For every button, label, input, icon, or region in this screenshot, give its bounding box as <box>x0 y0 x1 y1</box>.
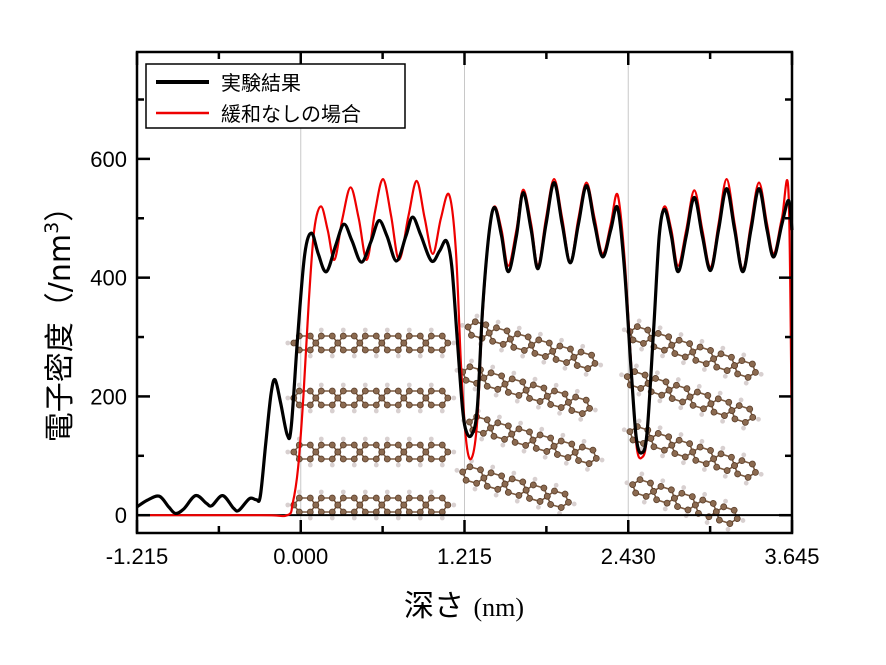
x-axis-title: 深さ (nm) <box>404 589 524 624</box>
molecule-layer <box>454 458 577 516</box>
molecule-layer <box>621 418 764 486</box>
x-tick-label: -1.215 <box>106 544 168 569</box>
legend-box <box>145 63 406 129</box>
molecule-layer <box>619 363 761 431</box>
y-tick-label: 0 <box>115 503 127 528</box>
x-tick-label: 1.215 <box>437 544 492 569</box>
molecule-layer <box>454 358 598 422</box>
molecule-illustrations <box>285 313 764 532</box>
molecule-layer <box>459 313 604 377</box>
y-tick-label: 400 <box>90 266 127 291</box>
y-tick-label: 600 <box>90 147 127 172</box>
molecule-layer <box>285 327 457 359</box>
axis-ticks <box>135 52 794 533</box>
legend-label-unrelaxed: 緩和なしの場合 <box>221 102 361 126</box>
x-tick-label: 2.430 <box>601 544 656 569</box>
series-experiment-line <box>136 181 794 516</box>
axis-tick-labels: -1.215 0.000 1.215 2.430 3.645 0 200 400 600 <box>90 147 819 569</box>
x-tick-label: 0.000 <box>273 544 328 569</box>
y-tick-label: 200 <box>90 384 127 409</box>
legend: 実験結果 緩和なしの場合 <box>145 63 406 129</box>
x-tick-label: 3.645 <box>764 544 819 569</box>
y-axis-title: 電子密度（/nm3） <box>41 192 78 442</box>
molecule-layer <box>624 471 746 532</box>
legend-label-experiment: 実験結果 <box>221 71 301 95</box>
molecule-layer <box>461 408 605 472</box>
